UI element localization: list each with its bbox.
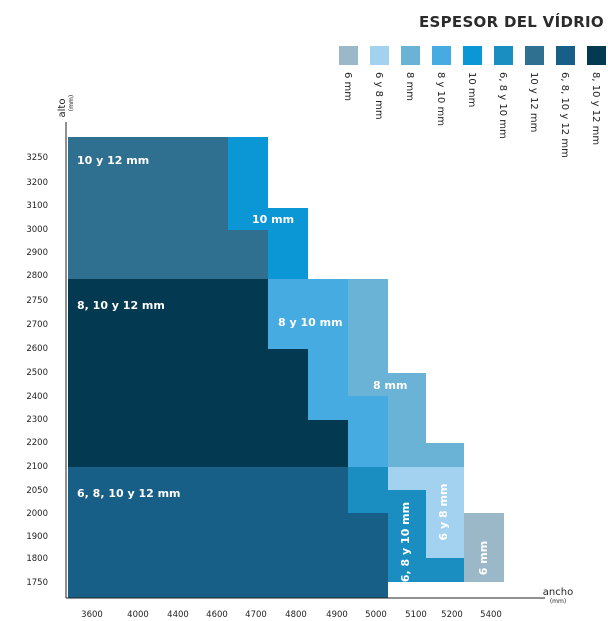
region-labels: 10 y 12 mm 10 mm 8, 10 y 12 mm 8 y 10 mm 8 m… bbox=[77, 154, 490, 582]
region-10-mm bbox=[228, 137, 308, 279]
x-tick-label: 4000 bbox=[127, 610, 149, 620]
x-tick-labels: 3600 4000 4400 4600 4700 4800 4900 5000 5100 5200… bbox=[81, 610, 502, 620]
y-tick-label: 2900 bbox=[26, 248, 48, 258]
y-tick-label: 3100 bbox=[26, 201, 48, 211]
y-tick-label: 1800 bbox=[26, 554, 48, 564]
legend-swatch-10-y-12-mm bbox=[525, 46, 544, 65]
legend-swatch-6-8-10-y-12-mm bbox=[556, 46, 575, 65]
region-label-8-mm: 8 mm bbox=[373, 379, 407, 392]
legend-swatch-8-10-y-12-mm bbox=[587, 46, 606, 65]
y-tick-label: 2500 bbox=[26, 368, 48, 378]
legend-swatch-6-mm bbox=[339, 46, 358, 65]
region-label-8-y-10-mm: 8 y 10 mm bbox=[278, 316, 343, 329]
legend-label-8-y-10-mm: 8 y 10 mm bbox=[435, 72, 446, 126]
legend-label-10-y-12-mm: 10 y 12 mm bbox=[528, 72, 539, 132]
region-10-y-12-mm bbox=[68, 137, 268, 279]
x-tick-label: 4900 bbox=[326, 610, 348, 620]
x-tick-label: 5100 bbox=[405, 610, 427, 620]
region-label-8-10-y-12-mm: 8, 10 y 12 mm bbox=[77, 299, 165, 312]
y-axis-title: alto bbox=[57, 99, 68, 118]
region-6-mm bbox=[464, 513, 504, 582]
legend-swatch-8-y-10-mm bbox=[432, 46, 451, 65]
region-6-8-y-10-mm bbox=[348, 467, 464, 582]
y-tick-label: 2000 bbox=[26, 509, 48, 519]
y-tick-label: 3250 bbox=[26, 153, 48, 163]
y-tick-label: 2300 bbox=[26, 415, 48, 425]
x-tick-label: 4600 bbox=[206, 610, 228, 620]
region-label-10-mm: 10 mm bbox=[252, 213, 294, 226]
region-label-6-mm: 6 mm bbox=[477, 541, 490, 575]
legend-label-8-mm: 8 mm bbox=[404, 72, 415, 101]
x-axis-title: ancho bbox=[543, 587, 573, 598]
y-tick-label: 2700 bbox=[26, 320, 48, 330]
x-tick-label: 4700 bbox=[245, 610, 267, 620]
x-tick-label: 5400 bbox=[480, 610, 502, 620]
legend-swatch-10-mm bbox=[463, 46, 482, 65]
plot-regions bbox=[68, 137, 504, 598]
x-tick-label: 5200 bbox=[441, 610, 463, 620]
legend-swatch-8-mm bbox=[401, 46, 420, 65]
region-label-6-y-8-mm: 6 y 8 mm bbox=[437, 484, 450, 541]
region-label-6-8-y-10-mm: 6, 8 y 10 mm bbox=[399, 502, 412, 582]
region-label-6-8-10-y-12-mm: 6, 8, 10 y 12 mm bbox=[77, 487, 181, 500]
x-tick-label: 5000 bbox=[365, 610, 387, 620]
legend-swatch-6-8-y-10-mm bbox=[494, 46, 513, 65]
y-tick-label: 2200 bbox=[26, 438, 48, 448]
y-tick-label: 2600 bbox=[26, 344, 48, 354]
y-tick-label: 2400 bbox=[26, 392, 48, 402]
legend-label-6-y-8-mm: 6 y 8 mm bbox=[373, 72, 384, 120]
legend-label-8-10-y-12-mm: 8, 10 y 12 mm bbox=[590, 72, 601, 145]
y-tick-label: 2750 bbox=[26, 296, 48, 306]
region-6-8-10-y-12-mm bbox=[68, 467, 388, 598]
legend-label-6-mm: 6 mm bbox=[342, 72, 353, 101]
y-tick-label: 2800 bbox=[26, 271, 48, 281]
region-6-y-8-mm bbox=[388, 467, 464, 582]
legend-label-6-8-10-y-12-mm: 6, 8, 10 y 12 mm bbox=[559, 72, 570, 158]
y-tick-label: 1900 bbox=[26, 532, 48, 542]
y-tick-label: 2100 bbox=[26, 462, 48, 472]
legend-label-6-8-y-10-mm: 6, 8 y 10 mm bbox=[497, 72, 508, 139]
y-tick-label: 1750 bbox=[26, 578, 48, 588]
axes bbox=[65, 122, 545, 599]
region-8-10-y-12-mm bbox=[68, 279, 348, 467]
y-tick-label: 3000 bbox=[26, 225, 48, 235]
y-tick-label: 3200 bbox=[26, 178, 48, 188]
legend-label-10-mm: 10 mm bbox=[466, 72, 477, 107]
y-axis-unit: (mm) bbox=[68, 95, 75, 111]
region-label-10-y-12-mm: 10 y 12 mm bbox=[77, 154, 149, 167]
y-tick-labels: 1750 1800 1900 2000 2050 2100 2200 2300 2400 2500… bbox=[26, 153, 48, 588]
x-tick-label: 4400 bbox=[167, 610, 189, 620]
x-tick-label: 3600 bbox=[81, 610, 103, 620]
x-tick-label: 4800 bbox=[285, 610, 307, 620]
chart-title: ESPESOR DEL VÍDRIO bbox=[419, 12, 604, 31]
region-8-y-10-mm bbox=[268, 279, 388, 467]
legend-swatch-6-y-8-mm bbox=[370, 46, 389, 65]
region-8-mm bbox=[348, 279, 464, 467]
y-tick-label: 2050 bbox=[26, 486, 48, 496]
x-axis-unit: (mm) bbox=[550, 598, 566, 605]
legend: 6 mm 6 y 8 mm 8 mm 8 y 10 mm 10 mm 6, 8 y 10 … bbox=[339, 46, 606, 158]
